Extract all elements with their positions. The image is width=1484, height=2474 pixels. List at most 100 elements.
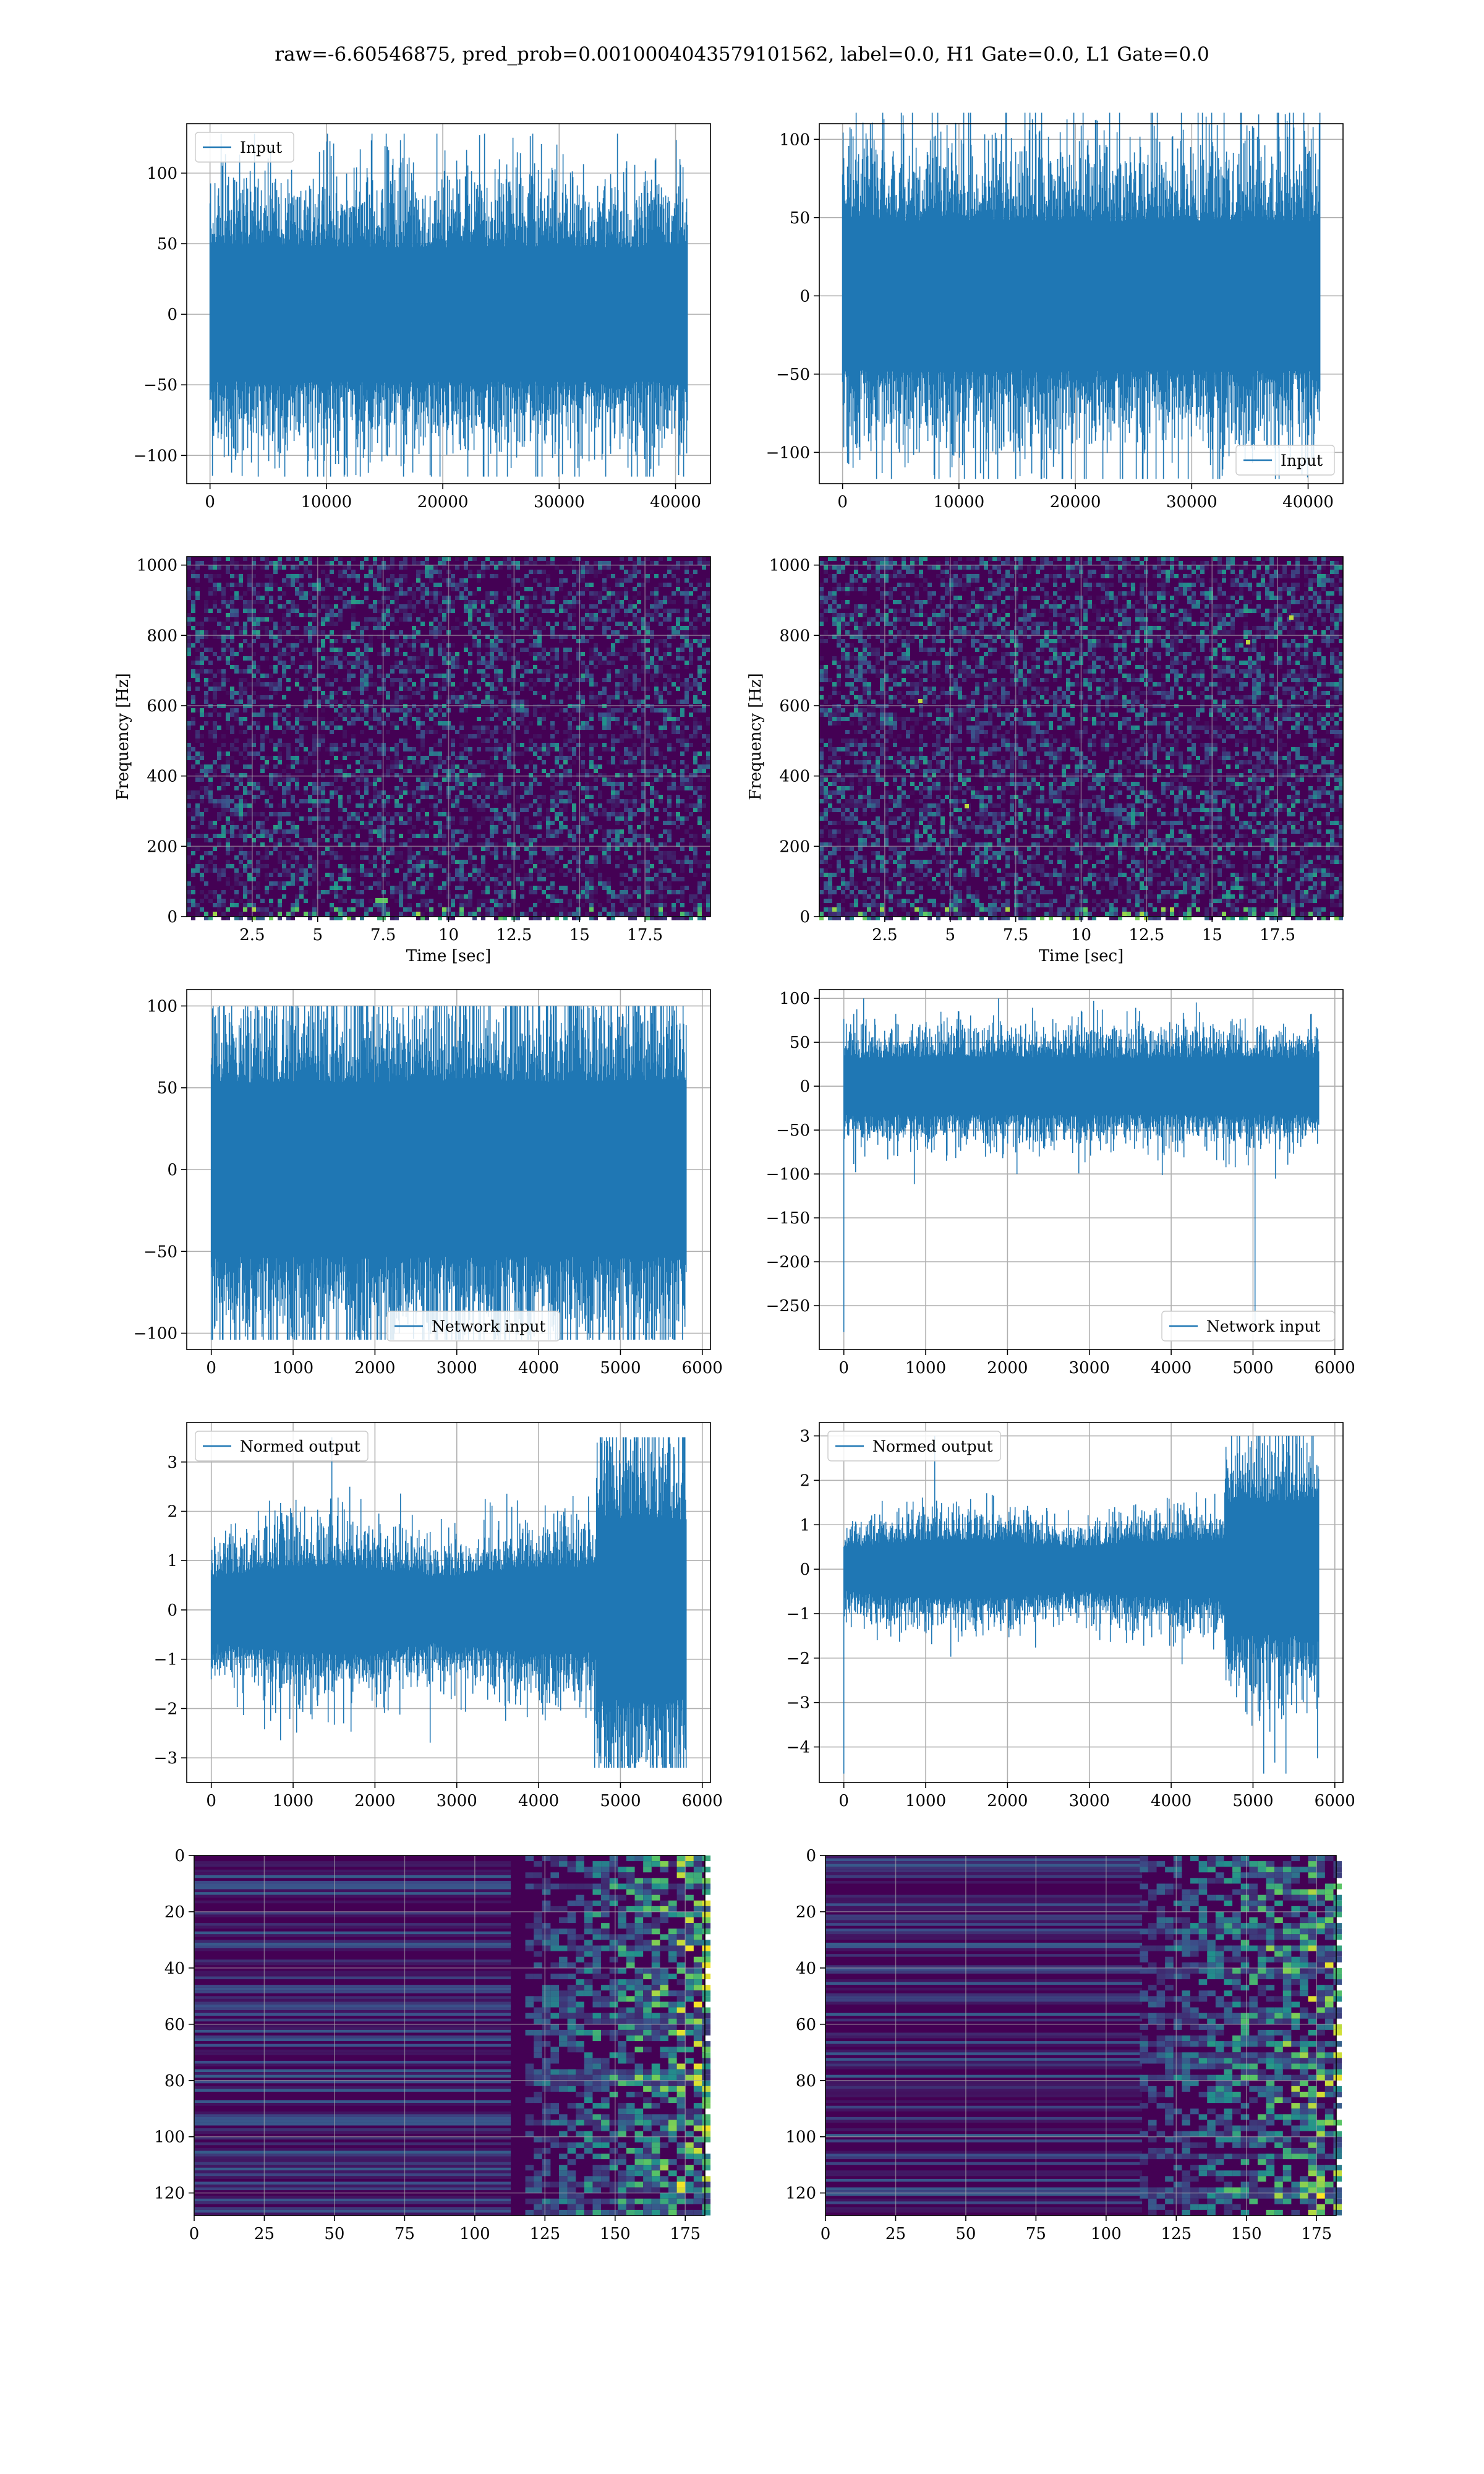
spectrogram-cell (373, 708, 377, 713)
spectrogram-cell (520, 894, 524, 899)
spectrogram-cell (680, 734, 684, 738)
spectrogram-cell (295, 565, 299, 570)
spectrogram-cell (278, 751, 282, 756)
spectrogram-cell (429, 881, 433, 886)
spectrogram-cell (485, 643, 490, 648)
spectrogram-cell (369, 816, 373, 821)
spectrogram-cell (451, 855, 455, 860)
spectrogram-cell (360, 678, 364, 682)
spectrogram-cell (684, 565, 689, 570)
spectrogram-cell (429, 899, 433, 903)
spectrogram-cell (507, 565, 511, 570)
spectrogram-cell (533, 570, 537, 574)
spectrogram-cell (607, 661, 611, 665)
spectrogram-cell (420, 587, 425, 591)
spectrogram-cell (390, 769, 394, 773)
spectrogram-cell (265, 583, 269, 587)
spectrogram-cell (356, 777, 360, 782)
spectrogram-cell (278, 713, 282, 717)
spectrogram-cell (330, 877, 334, 881)
spectrogram-cell (607, 648, 611, 652)
spectrogram-cell (594, 665, 598, 669)
spectrogram-cell (550, 847, 555, 851)
spectrogram-cell (472, 873, 477, 877)
spectrogram-cell (369, 821, 373, 825)
spectrogram-cell (403, 609, 407, 613)
spectrogram-cell (360, 903, 364, 907)
spectrogram-cell (559, 886, 563, 890)
spectrogram-cell (702, 886, 706, 890)
spectrogram-cell (438, 574, 442, 578)
spectrogram-cell (485, 726, 490, 730)
spectrogram-cell (542, 652, 546, 656)
spectrogram-cell (589, 570, 594, 574)
x-tick-label: 10000 (934, 493, 985, 511)
spectrogram-cell (356, 834, 360, 838)
spectrogram-cell (706, 773, 710, 777)
spectrogram-cell (663, 916, 667, 920)
spectrogram-cell (407, 894, 412, 899)
spectrogram-cell (356, 790, 360, 795)
spectrogram-cell (217, 812, 221, 816)
spectrogram-cell (217, 713, 221, 717)
spectrogram-cell (503, 903, 507, 907)
spectrogram-cell (585, 713, 589, 717)
spectrogram-cell (542, 678, 546, 682)
spectrogram-cell (273, 656, 278, 661)
spectrogram-cell (689, 600, 693, 604)
spectrogram-cell (304, 786, 308, 790)
spectrogram-cell (308, 860, 312, 864)
spectrogram-cell (468, 574, 472, 578)
spectrogram-cell (611, 838, 615, 842)
spectrogram-cell (382, 816, 386, 821)
spectrogram-cell (459, 756, 464, 760)
spectrogram-cell (568, 847, 572, 851)
spectrogram-cell (702, 743, 706, 747)
spectrogram-cell (256, 635, 260, 639)
spectrogram-cell (377, 600, 382, 604)
spectrogram-cell (217, 838, 221, 842)
spectrogram-cell (676, 578, 680, 583)
spectrogram-cell (347, 604, 351, 609)
spectrogram-cell (568, 721, 572, 726)
spectrogram-cell (187, 903, 191, 907)
spectrogram-cell (317, 630, 321, 635)
spectrogram-cell (628, 769, 633, 773)
spectrogram-cell (338, 557, 343, 561)
spectrogram-cell (269, 596, 273, 600)
spectrogram-cell (672, 907, 676, 912)
spectrogram-cell (403, 574, 407, 578)
spectrogram-cell (511, 851, 516, 855)
spectrogram-cell (524, 682, 529, 687)
spectrogram-cell (485, 600, 490, 604)
spectrogram-cell (511, 656, 516, 661)
spectrogram-cell (243, 678, 247, 682)
spectrogram-cell (338, 829, 343, 834)
spectrogram-cell (252, 591, 256, 596)
spectrogram-cell (1096, 557, 1101, 561)
spectrogram-cell (399, 803, 403, 808)
spectrogram-cell (697, 916, 702, 920)
spectrogram-cell (373, 790, 377, 795)
spectrogram-cell (490, 613, 494, 617)
spectrogram-cell (343, 777, 347, 782)
spectrogram-cell (416, 786, 420, 790)
spectrogram-cell (191, 851, 195, 855)
spectrogram-cell (919, 557, 923, 561)
spectrogram-cell (511, 665, 516, 669)
spectrogram-cell (273, 777, 278, 782)
spectrogram-cell (555, 795, 559, 799)
spectrogram-cell (589, 786, 594, 790)
spectrogram-cell (1170, 557, 1174, 561)
spectrogram-cell (429, 873, 433, 877)
spectrogram-cell (646, 648, 650, 652)
spectrogram-cell (278, 881, 282, 886)
spectrogram-cell (524, 596, 529, 600)
spectrogram-cell (498, 816, 503, 821)
spectrogram-cell (494, 877, 498, 881)
spectrogram-cell (633, 916, 637, 920)
spectrogram-cell (273, 756, 278, 760)
spectrogram-cell (602, 734, 607, 738)
spectrogram-cell (684, 860, 689, 864)
spectrogram-cell (481, 656, 485, 661)
